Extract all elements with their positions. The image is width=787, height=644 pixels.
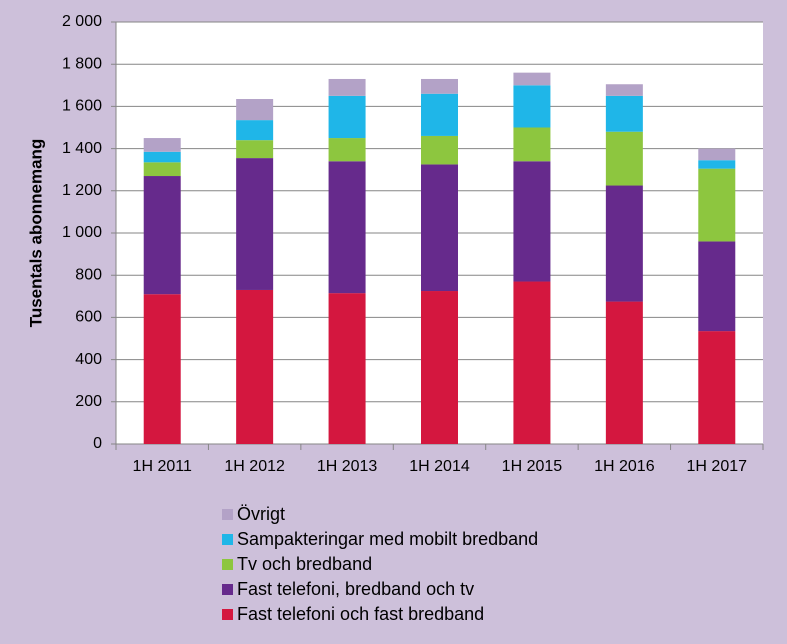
bar-segment [328, 293, 366, 444]
bar-segment [421, 93, 458, 136]
y-tick-label: 400 [75, 351, 102, 368]
y-tick-label: 0 [93, 435, 102, 452]
bar-segment [236, 140, 274, 159]
legend-swatch [222, 584, 233, 595]
y-tick-label: 600 [75, 309, 102, 326]
x-tick-label: 1H 2011 [133, 458, 192, 475]
bar-segment [328, 95, 366, 139]
bar-segment [513, 161, 551, 282]
legend-swatch [222, 559, 233, 570]
x-tick-label: 1H 2016 [594, 458, 655, 475]
y-tick-label: 1 200 [62, 182, 102, 199]
y-tick-label: 1 800 [62, 55, 102, 72]
bar-segment [605, 301, 643, 444]
bar-segment [143, 294, 181, 444]
bar-segment [236, 158, 274, 290]
y-tick-label: 200 [75, 393, 102, 410]
bar-segment [513, 85, 551, 128]
bar-segment [513, 72, 551, 86]
bar-segment [698, 241, 736, 332]
bar-segment [328, 161, 366, 294]
bar-segment [698, 148, 736, 161]
bar-segment [143, 176, 181, 295]
bar-segment [421, 135, 458, 165]
bar-segment [328, 138, 366, 162]
bar-segment [605, 131, 643, 186]
legend-swatch [222, 609, 233, 620]
x-tick-label: 1H 2015 [502, 458, 563, 475]
bar-segment [421, 164, 458, 292]
bar-segment [698, 160, 736, 169]
legend-label: Fast telefoni, bredband och tv [237, 579, 474, 599]
bar-segment [605, 185, 643, 302]
bar-segment [605, 84, 643, 96]
bar-segment [513, 281, 551, 444]
y-tick-label: 1 000 [62, 224, 102, 241]
x-tick-label: 1H 2012 [224, 458, 285, 475]
y-tick-label: 1 400 [62, 140, 102, 157]
legend-label: Tv och bredband [237, 554, 372, 574]
bar-segment [236, 289, 274, 444]
bar-segment [143, 162, 181, 177]
bar-segment [698, 168, 736, 242]
bar-segment [605, 95, 643, 132]
y-tick-label: 1 600 [62, 98, 102, 115]
legend-label: Fast telefoni och fast bredband [237, 604, 484, 624]
bar-segment [236, 120, 274, 141]
legend-swatch [222, 509, 233, 520]
bar-segment [513, 127, 551, 162]
x-tick-label: 1H 2017 [687, 458, 748, 475]
x-tick-label: 1H 2014 [409, 458, 470, 475]
y-axis-label: Tusentals abonnemang [26, 139, 45, 328]
legend-swatch [222, 534, 233, 545]
bar-segment [328, 78, 366, 96]
bar-segment [143, 138, 181, 152]
x-tick-label: 1H 2013 [317, 458, 378, 475]
bar-segment [698, 331, 736, 444]
bar-segment [236, 99, 274, 121]
bar-segment [421, 291, 458, 444]
y-tick-label: 800 [75, 266, 102, 283]
y-tick-label: 2 000 [62, 13, 102, 30]
legend-label: Sampakteringar med mobilt bredband [237, 529, 538, 549]
bar-segment [421, 78, 458, 94]
legend-label: Övrigt [237, 504, 285, 524]
bar-segment [143, 151, 181, 163]
